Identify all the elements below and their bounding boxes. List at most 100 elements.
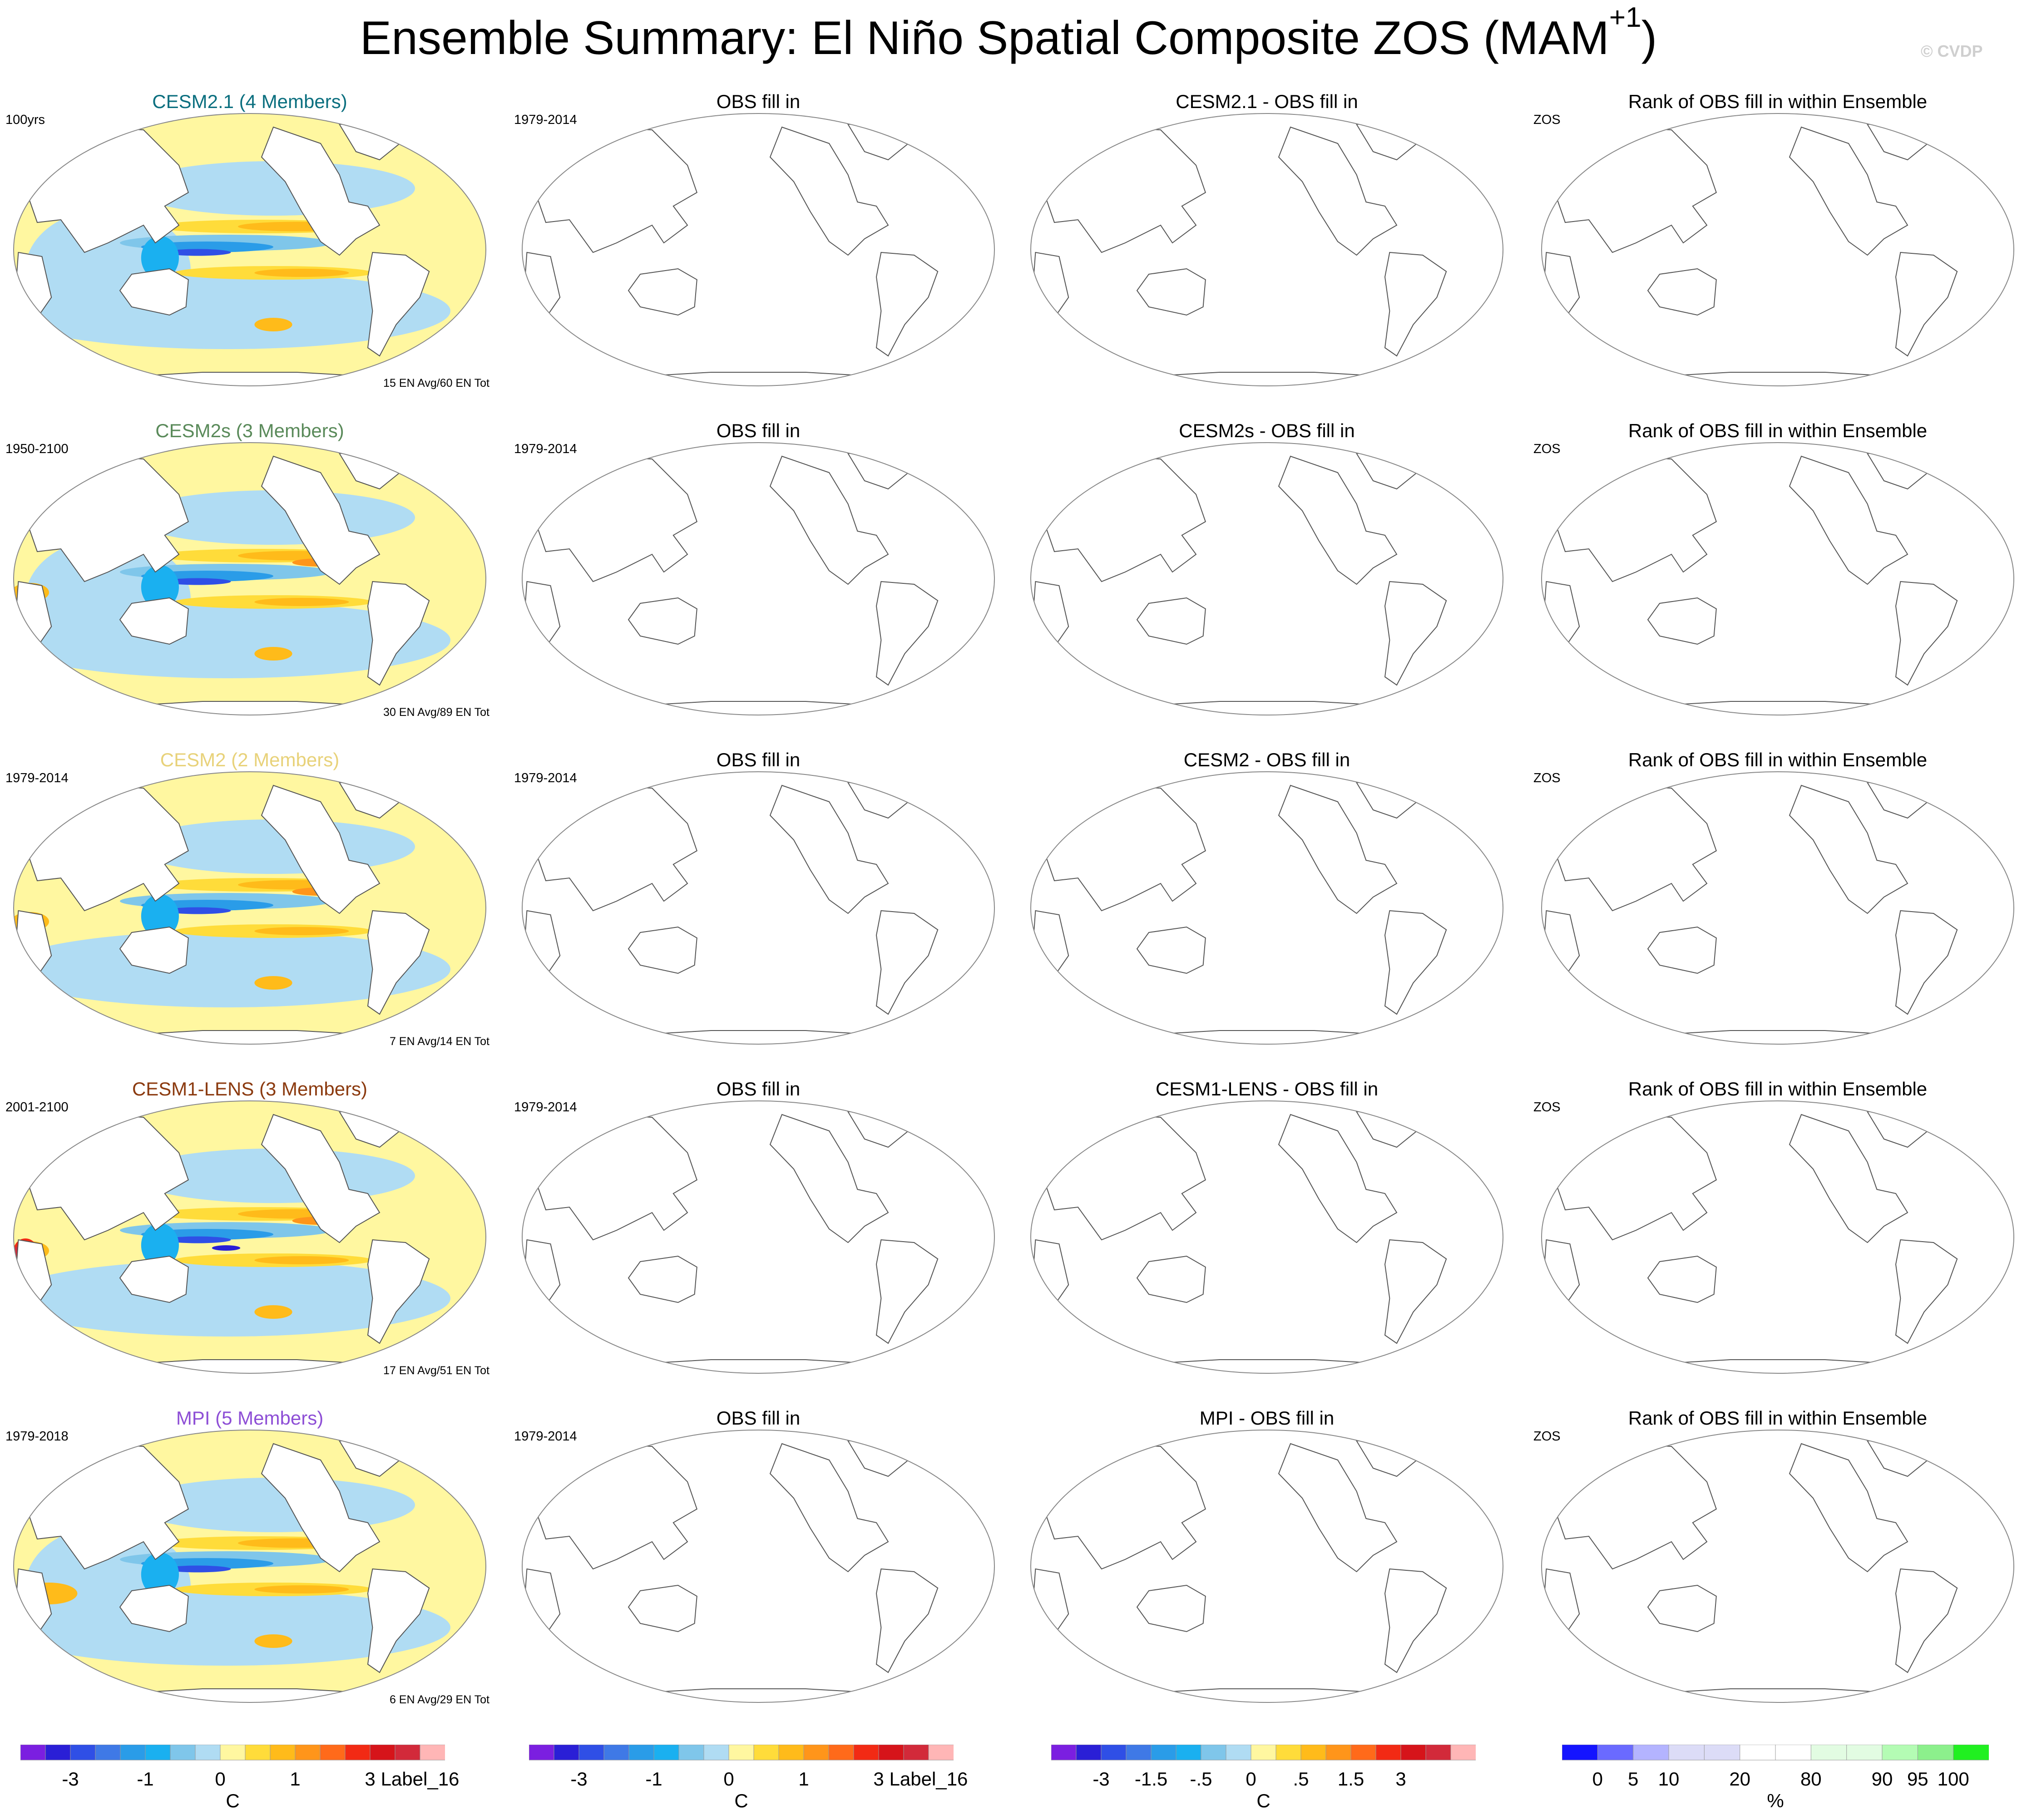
labelbar-tick-label: -1 — [645, 1768, 662, 1790]
land-australia — [1136, 1584, 1206, 1633]
land-australia — [628, 1255, 697, 1303]
land-asia — [1552, 126, 1717, 253]
land-samerica — [1384, 910, 1447, 1015]
land-australia — [628, 1584, 697, 1633]
neg-anomaly-region — [14, 931, 450, 1007]
panel-title: MPI - OBS fill in — [1199, 1407, 1335, 1429]
labelbar-tick-label: 0 — [1246, 1768, 1256, 1790]
map-outline — [13, 1100, 486, 1374]
land-greenland — [1355, 121, 1421, 161]
pos-anomaly-southern — [254, 647, 292, 661]
pos-anomaly-southern — [254, 318, 292, 331]
panel-title: CESM1-LENS (3 Members) — [132, 1078, 368, 1100]
rank-panel: Rank of OBS fill in within Ensemble ZOS — [1528, 91, 2017, 418]
labelbar-box — [578, 1745, 604, 1761]
period-label: 1979-2014 — [514, 113, 577, 127]
pos-anomaly-south-core — [254, 269, 349, 277]
labelbar-box — [678, 1745, 704, 1761]
labelbar-box — [1300, 1745, 1326, 1761]
land-greenland — [847, 779, 913, 819]
event-count: 30 EN Avg/89 EN Tot — [383, 706, 489, 719]
land-australia — [1647, 268, 1717, 316]
period-label: 1979-2014 — [514, 771, 577, 785]
land-namerica — [1789, 1114, 1908, 1243]
land-australia — [119, 1584, 189, 1633]
pos-anomaly-south-core — [254, 927, 349, 935]
map-outline — [1030, 1100, 1503, 1374]
map-outline — [13, 113, 486, 386]
land-australia — [119, 268, 189, 316]
land-greenland — [847, 450, 913, 490]
labelbar-tick-label: .5 — [1293, 1768, 1309, 1790]
rank-panel: Rank of OBS fill in within Ensemble ZOS — [1528, 420, 2017, 747]
labelbar-box — [1425, 1745, 1451, 1761]
labelbar-tick-label: Label_16 — [381, 1768, 460, 1790]
variable-label: ZOS — [1533, 1429, 1561, 1444]
map-model — [13, 113, 486, 386]
variable-label: ZOS — [1533, 442, 1561, 456]
land-antarctica — [108, 372, 392, 386]
map-outline — [522, 1100, 995, 1374]
land-antarctica — [1636, 701, 1920, 715]
period-label: 100yrs — [5, 113, 45, 127]
labelbar-tick-label: 5 — [1628, 1768, 1639, 1790]
obs-panel: OBS fill in 1979-2014 — [509, 91, 1008, 418]
land-antarctica — [108, 701, 392, 715]
land-africa — [522, 252, 561, 326]
labelbar-box — [120, 1745, 146, 1761]
panel-title: CESM2s (3 Members) — [155, 420, 344, 441]
labelbar-box — [728, 1745, 754, 1761]
labelbar-box — [778, 1745, 804, 1761]
labelbar-box — [370, 1745, 395, 1761]
land-samerica — [875, 910, 939, 1015]
panel-title: Rank of OBS fill in within Ensemble — [1628, 420, 1928, 441]
land-samerica — [1895, 910, 1958, 1015]
labelbar-box — [1226, 1745, 1251, 1761]
diff-panel: MPI - OBS fill in — [1017, 1407, 1517, 1734]
variable-label: ZOS — [1533, 113, 1561, 127]
model-panel: CESM2.1 (4 Members) 100yrs 15 EN Avg/60 EN… — [0, 91, 499, 418]
cvdp-watermark: © CVDP — [1921, 42, 1983, 60]
labelbar-tick-label: 0 — [723, 1768, 734, 1790]
model-panel: CESM2 (2 Members) 1979-2014 7 EN Avg/14 EN… — [0, 749, 499, 1076]
obs-panel: OBS fill in 1979-2014 — [509, 749, 1008, 1076]
map-diff — [1030, 1430, 1503, 1703]
land-africa — [522, 1568, 561, 1642]
land-namerica — [1789, 455, 1908, 585]
variable-label: ZOS — [1533, 1100, 1561, 1115]
land-samerica — [1895, 581, 1958, 686]
labelbar-box — [1151, 1745, 1177, 1761]
land-namerica — [1789, 784, 1908, 914]
labelbar-box — [1633, 1745, 1669, 1761]
diff-panel: CESM1-LENS - OBS fill in — [1017, 1078, 1517, 1405]
map-obs — [522, 113, 995, 386]
land-africa — [522, 910, 561, 984]
map-outline — [1541, 113, 2014, 386]
land-namerica — [769, 784, 889, 914]
map-rank — [1541, 113, 2014, 386]
panel-title: OBS fill in — [716, 91, 801, 112]
model-panel: CESM2s (3 Members) 1950-2100 30 EN Avg/89 … — [0, 420, 499, 747]
land-australia — [628, 926, 697, 974]
rank-panel: Rank of OBS fill in within Ensemble ZOS — [1528, 1078, 2017, 1405]
labelbar-box — [903, 1745, 929, 1761]
land-antarctica — [616, 1688, 900, 1702]
land-africa — [522, 1239, 561, 1313]
land-greenland — [847, 1108, 913, 1148]
pos-anomaly-south-core — [254, 1585, 349, 1593]
land-antarctica — [1125, 372, 1409, 386]
labelbar-box — [529, 1745, 554, 1761]
land-asia — [1042, 126, 1206, 253]
map-model — [13, 1430, 486, 1703]
land-namerica — [261, 126, 381, 256]
land-asia — [1552, 1114, 1717, 1241]
map-model — [13, 1100, 486, 1374]
labelbar-tick-label: 3 — [1395, 1768, 1406, 1790]
neg-anomaly-max — [164, 249, 231, 256]
panel-title: Rank of OBS fill in within Ensemble — [1628, 91, 1928, 112]
pos-anomaly-south-core — [254, 1256, 349, 1264]
labelbar-box — [1176, 1745, 1201, 1761]
pos-anomaly-southern — [254, 1634, 292, 1648]
labelbar-box — [95, 1745, 121, 1761]
panel-title: CESM2 - OBS fill in — [1183, 749, 1350, 770]
